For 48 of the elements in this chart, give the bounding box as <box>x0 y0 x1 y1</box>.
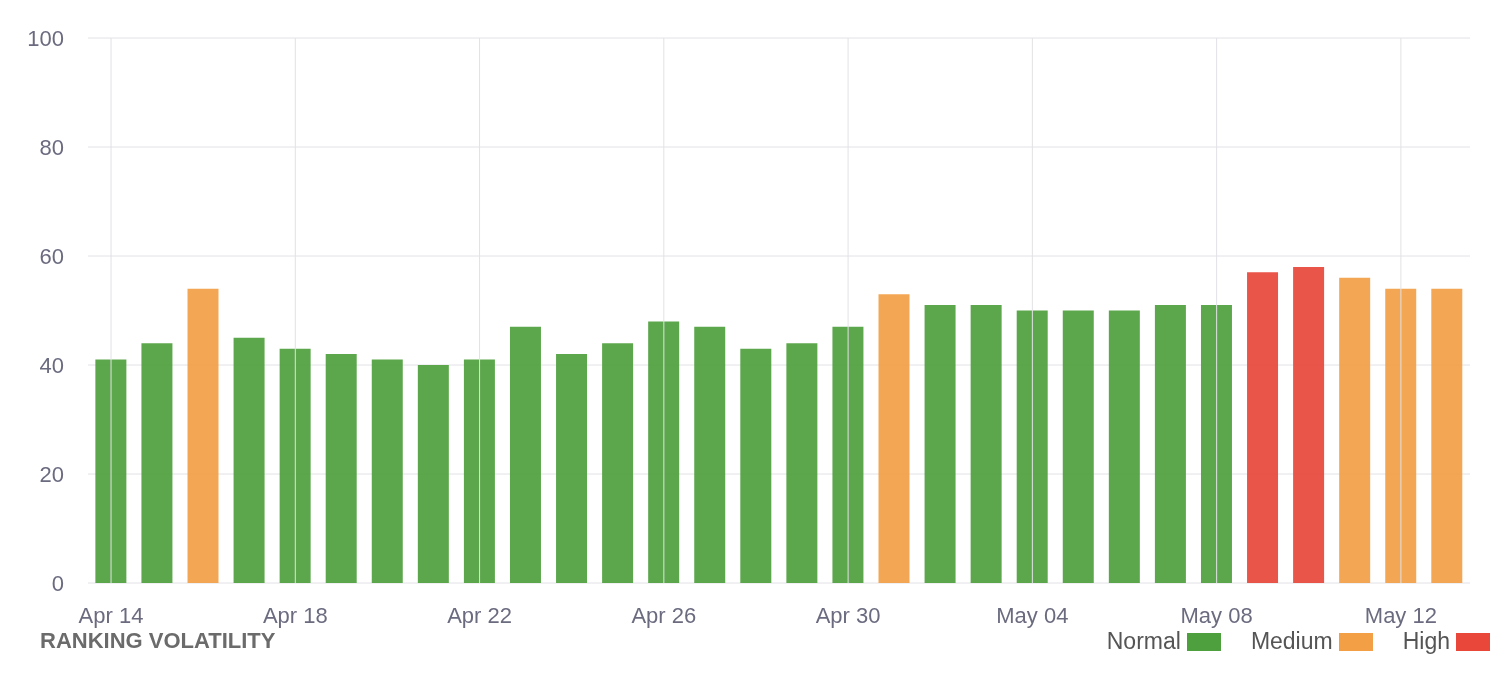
bar <box>141 343 173 583</box>
bar <box>602 343 634 583</box>
legend-label: High <box>1402 628 1450 655</box>
y-tick-label: 40 <box>39 352 64 378</box>
bar <box>1016 310 1048 583</box>
y-tick-label: 100 <box>27 25 64 51</box>
bar <box>509 326 541 583</box>
x-tick-label: Apr 14 <box>78 602 144 628</box>
x-tick-label: May 04 <box>996 602 1069 628</box>
x-tick-label: May 12 <box>1364 602 1437 628</box>
y-tick-label: 80 <box>39 134 64 160</box>
bar <box>878 294 910 583</box>
bar <box>325 354 357 583</box>
text: RANKING VOLATILITY <box>40 628 276 654</box>
bar <box>95 359 127 583</box>
bar <box>187 288 219 583</box>
legend-label: Normal <box>1106 628 1181 655</box>
bar <box>832 326 864 583</box>
x-tick-label: Apr 30 <box>815 602 881 628</box>
bar <box>970 305 1002 583</box>
bar <box>279 348 311 583</box>
bar <box>1108 310 1140 583</box>
bar <box>1062 310 1094 583</box>
bar <box>556 354 588 583</box>
bar <box>1200 305 1232 583</box>
bar <box>740 348 772 583</box>
bar <box>694 326 726 583</box>
bar <box>371 359 403 583</box>
x-tick-label: Apr 26 <box>631 602 697 628</box>
y-tick-label: 20 <box>39 461 64 487</box>
y-tick-label: 0 <box>51 570 64 596</box>
bar <box>233 337 265 583</box>
bar <box>1154 305 1186 583</box>
bar <box>1431 288 1463 583</box>
x-tick-label: May 08 <box>1180 602 1253 628</box>
bar <box>1385 288 1417 583</box>
y-tick-label: 60 <box>39 243 64 269</box>
bar <box>463 359 495 583</box>
bar <box>1247 272 1279 583</box>
bar <box>786 343 818 583</box>
legend-label: Medium <box>1250 628 1333 655</box>
bar <box>648 321 680 583</box>
bar <box>417 365 449 583</box>
bar <box>1339 277 1371 583</box>
x-tick-label: Apr 18 <box>262 602 328 628</box>
bar <box>1293 266 1325 583</box>
x-tick-label: Apr 22 <box>447 602 512 628</box>
bar <box>924 305 956 583</box>
